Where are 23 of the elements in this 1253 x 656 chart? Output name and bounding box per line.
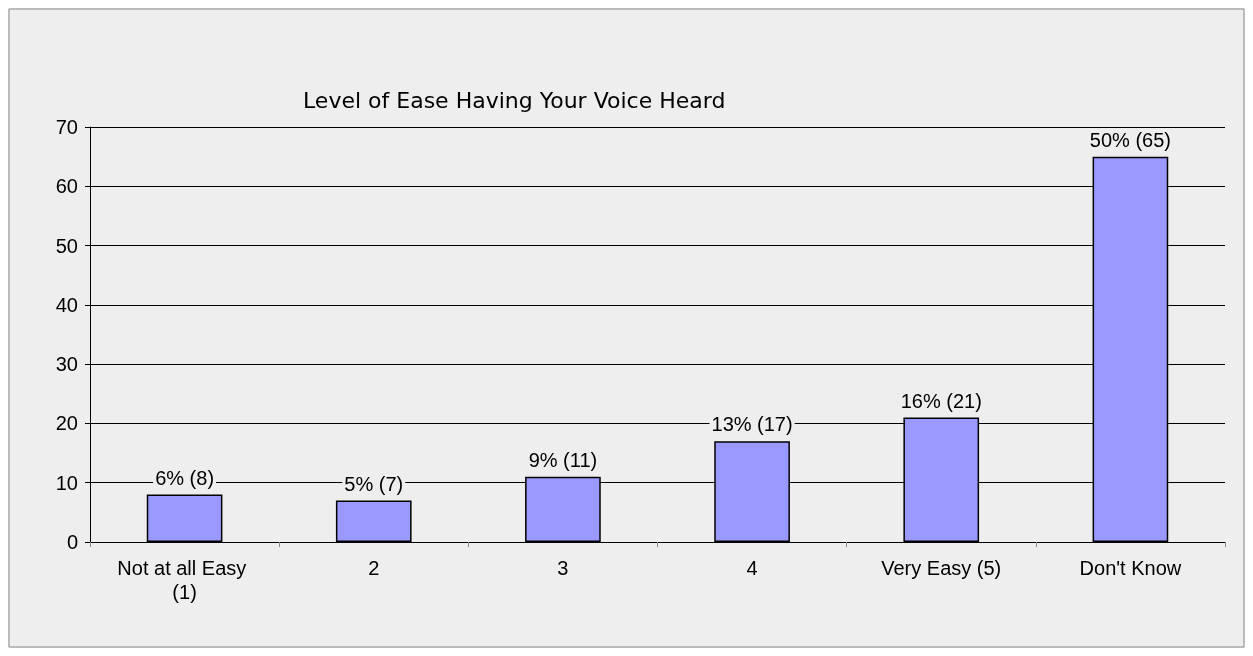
- bar: [335, 500, 412, 542]
- chart-title: Level of Ease Having Your Voice Heard: [303, 87, 726, 113]
- x-tick-label: 2: [368, 557, 380, 579]
- y-tick-label: 60: [55, 175, 78, 198]
- bar: [146, 494, 223, 542]
- y-tick-label: 0: [66, 531, 78, 553]
- x-tick-label: 4: [746, 557, 758, 579]
- data-label: 50% (65): [1089, 128, 1171, 151]
- y-tick-label: 50: [55, 234, 78, 257]
- data-label: 13% (17): [711, 413, 793, 436]
- x-tick-label: Very Easy (5): [881, 557, 1002, 579]
- data-label: 16% (21): [900, 389, 982, 412]
- x-tick-label: 3: [557, 557, 569, 579]
- data-label: 9% (11): [528, 448, 598, 471]
- data-label: 5% (7): [344, 472, 404, 495]
- y-tick-label: 20: [55, 412, 78, 435]
- data-label: 6% (8): [155, 466, 215, 489]
- y-tick-label: 70: [55, 116, 78, 138]
- x-tick-label: Not at all Easy (1): [117, 557, 252, 603]
- y-tick-label: 40: [55, 293, 78, 316]
- x-tick-label: Don't Know: [1079, 557, 1182, 579]
- y-tick-label: 10: [55, 471, 78, 494]
- y-tick-label: 30: [55, 353, 78, 376]
